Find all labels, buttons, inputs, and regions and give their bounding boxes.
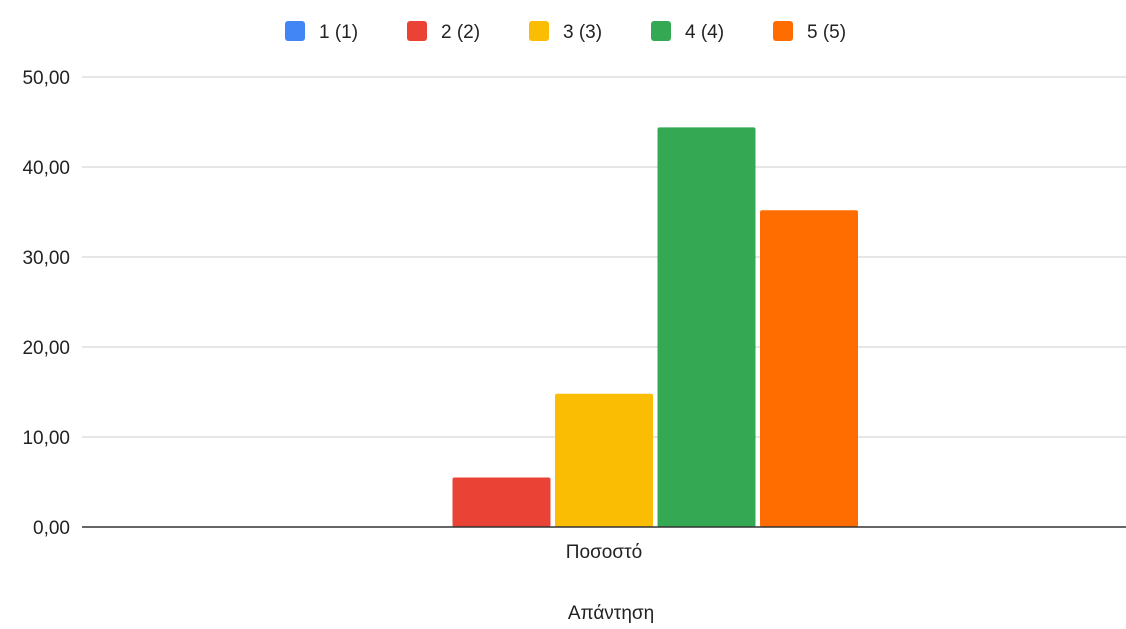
y-tick-label: 30,00 [22,248,70,269]
bar-3 [555,393,653,527]
legend-label: 5 (5) [807,22,846,43]
bars [452,127,858,528]
y-axis: 0,00 10,00 20,00 30,00 40,00 50,00 [22,68,70,539]
legend-label: 1 (1) [319,22,358,43]
legend-swatch [285,21,305,41]
legend-label: 2 (2) [441,22,480,43]
y-tick-label: 0,00 [33,518,70,539]
legend-label: 4 (4) [685,22,724,43]
legend-swatch [773,21,793,41]
bar-4 [657,127,756,528]
legend-item[interactable]: 1 (1) [285,21,358,43]
legend-swatch [651,21,671,41]
legend-label: 3 (3) [563,22,602,43]
legend-item[interactable]: 4 (4) [651,21,724,43]
bar-5 [760,210,858,527]
y-tick-label: 50,00 [22,68,70,89]
legend-item[interactable]: 3 (3) [529,21,602,43]
x-tick-label: Ποσοστό [566,542,642,563]
legend-item[interactable]: 5 (5) [773,21,846,43]
y-tick-label: 10,00 [22,428,70,449]
bar-2 [452,477,551,527]
legend-swatch [407,21,427,41]
x-axis-title: Απάντηση [568,603,654,624]
y-tick-label: 20,00 [22,338,70,359]
x-axis: Ποσοστό [82,526,1126,563]
legend-item[interactable]: 2 (2) [407,21,480,43]
legend-swatch [529,21,549,41]
legend: 1 (1) 2 (2) 3 (3) 4 (4) 5 (5) [285,21,846,43]
gridlines [82,76,1126,438]
y-tick-label: 40,00 [22,158,70,179]
